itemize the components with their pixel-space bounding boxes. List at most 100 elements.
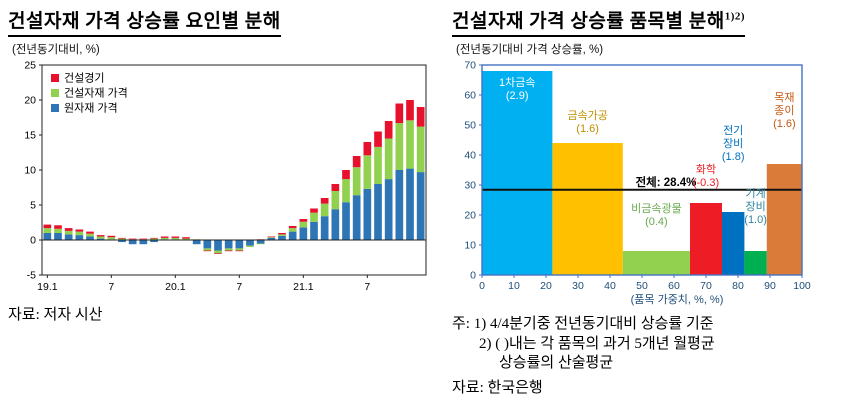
legend-label: 건설경기 xyxy=(64,72,104,85)
item-bar-label: (-0.3) xyxy=(693,177,719,189)
y-tick-label: 30 xyxy=(464,180,476,192)
bar-segment xyxy=(246,240,254,246)
item-bar-label: 기계 xyxy=(745,187,765,200)
bar-segment xyxy=(299,219,308,222)
bar-segment xyxy=(54,228,62,233)
legend-swatch xyxy=(51,89,59,97)
item-bar-label: 종이 xyxy=(774,104,794,117)
bar-segment xyxy=(75,231,84,236)
x-tick-label: 21.1 xyxy=(293,281,314,293)
bar-segment xyxy=(171,237,180,240)
item-bar-label: 화학 xyxy=(696,163,716,176)
bar-segment xyxy=(384,179,393,240)
bar-segment xyxy=(224,240,233,249)
x-tick-label: 100 xyxy=(793,280,811,292)
bar-segment xyxy=(256,243,265,245)
bar-segment xyxy=(310,221,318,240)
bar-segment xyxy=(96,238,105,240)
bar-segment xyxy=(64,228,73,231)
bar-segment xyxy=(395,103,404,124)
bar-segment xyxy=(320,216,329,240)
bar-segment xyxy=(288,231,297,240)
bar-segment xyxy=(118,237,126,239)
x-tick-label: 40 xyxy=(604,280,616,292)
y-tick-label: 20 xyxy=(24,95,36,107)
bar-segment xyxy=(139,240,148,245)
bar-segment xyxy=(406,100,414,121)
y-tick-label: 25 xyxy=(24,60,36,72)
bar-segment xyxy=(182,237,190,239)
bar-segment xyxy=(128,240,137,245)
footnote-1: 주: 1) 4/4분기중 전년동기대비 상승률 기준 xyxy=(452,316,714,332)
item-bar xyxy=(552,143,623,275)
bar-segment xyxy=(118,238,126,240)
item-bar-label: (1.6) xyxy=(773,118,796,130)
right-chart-title: 건설자재 가격 상승률 품목별 분해1)2) xyxy=(452,6,746,37)
y-tick-label: 50 xyxy=(464,120,476,132)
bar-segment xyxy=(75,235,84,240)
total-line-label: 전체: 28.4% xyxy=(636,175,697,189)
x-tick-label: 7 xyxy=(108,281,114,293)
bar-segment xyxy=(331,184,340,191)
bar-segment xyxy=(310,208,318,213)
x-tick-label: 7 xyxy=(364,281,370,293)
bar-segment xyxy=(43,224,52,229)
bar-segment xyxy=(352,156,361,168)
item-bar-label: (2.9) xyxy=(506,90,529,102)
bar-segment xyxy=(331,191,340,210)
item-bar-label: 장비 xyxy=(723,137,743,150)
bar-segment xyxy=(64,230,73,235)
bar-segment xyxy=(118,240,126,243)
bar-segment xyxy=(96,236,105,239)
x-tick-label: 0 xyxy=(479,280,485,292)
x-tick-label: 19.1 xyxy=(37,281,58,293)
bar-segment xyxy=(107,237,116,240)
y-tick-label: 40 xyxy=(464,150,476,162)
bar-segment xyxy=(214,240,222,251)
bar-segment xyxy=(214,250,222,254)
y-tick-label: 10 xyxy=(464,240,476,252)
legend-swatch xyxy=(51,104,59,112)
x-tick-label: 80 xyxy=(732,280,744,292)
bar-segment xyxy=(107,235,116,238)
bar-segment xyxy=(54,225,62,229)
item-chart-svg: 0 10 20 30 40 50 60 70 0 10 20 30 40 50 60 70 80 90 100 (품목… xyxy=(464,60,811,307)
bar-segment xyxy=(384,121,393,139)
bar-segment xyxy=(139,238,148,240)
bar-segment xyxy=(320,203,329,217)
y-tick-label: -5 xyxy=(27,270,36,282)
legend-label: 건설자재 가격 xyxy=(64,87,128,100)
bar-segment xyxy=(416,172,425,240)
x-axis-caption: (품목 가중치, %, %) xyxy=(631,293,724,306)
item-bar xyxy=(690,203,722,275)
item-bar xyxy=(744,251,767,275)
bar-segment xyxy=(406,120,414,169)
bar-segment xyxy=(310,212,318,222)
bar-segment xyxy=(75,229,84,232)
bar-segment xyxy=(363,155,372,189)
item-bar xyxy=(722,212,745,275)
y-tick-label: 70 xyxy=(464,60,476,72)
bar-segment xyxy=(395,170,404,240)
bar-segment xyxy=(363,142,372,156)
item-bar-label: 비금속광물 xyxy=(631,202,682,215)
bar-segment xyxy=(150,237,158,239)
legend-label: 원자재 가격 xyxy=(64,102,118,115)
bar-segment xyxy=(171,236,180,238)
bar-segment xyxy=(182,238,190,240)
item-bar-label: (0.4) xyxy=(645,216,668,228)
y-tick-label: 10 xyxy=(24,165,36,177)
x-tick-label: 20.1 xyxy=(165,281,186,293)
item-bar-label: (1.0) xyxy=(744,214,767,226)
item-bar-label: 전기 xyxy=(723,124,743,137)
bar-segment xyxy=(352,195,361,240)
x-tick-label: 10 xyxy=(508,280,520,292)
bar-segment xyxy=(150,238,158,240)
y-tick-label: 0 xyxy=(470,270,476,282)
item-bar xyxy=(482,71,553,275)
y-tick-label: 5 xyxy=(30,200,36,212)
footnote-3: 상승률의 산술평균 xyxy=(499,355,614,371)
bar-segment xyxy=(320,198,329,204)
item-bar-label: 금속가공 xyxy=(567,109,607,122)
